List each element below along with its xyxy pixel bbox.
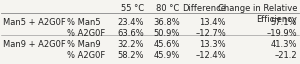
Text: –12.7%: –12.7% bbox=[195, 29, 226, 38]
Text: % A2G0F: % A2G0F bbox=[67, 29, 105, 38]
Text: 63.6%: 63.6% bbox=[117, 29, 144, 38]
Text: –21.2: –21.2 bbox=[274, 51, 297, 60]
Text: 36.8%: 36.8% bbox=[153, 18, 180, 27]
Text: 80 °C: 80 °C bbox=[157, 4, 180, 13]
Text: Man9 + A2G0F: Man9 + A2G0F bbox=[3, 40, 65, 49]
Text: % A2G0F: % A2G0F bbox=[67, 51, 105, 60]
Text: 55 °C: 55 °C bbox=[121, 4, 144, 13]
Text: % Man9: % Man9 bbox=[67, 40, 100, 49]
Text: Difference: Difference bbox=[182, 4, 226, 13]
Text: 58.2%: 58.2% bbox=[117, 51, 144, 60]
Text: Man5 + A2G0F: Man5 + A2G0F bbox=[3, 18, 65, 27]
Text: –12.4%: –12.4% bbox=[195, 51, 226, 60]
Text: 57.1%: 57.1% bbox=[271, 18, 297, 27]
Text: % Man5: % Man5 bbox=[67, 18, 100, 27]
Text: 23.4%: 23.4% bbox=[117, 18, 144, 27]
Text: 13.3%: 13.3% bbox=[200, 40, 226, 49]
Text: –19.9%: –19.9% bbox=[267, 29, 297, 38]
Text: 41.3%: 41.3% bbox=[271, 40, 297, 49]
Text: 45.9%: 45.9% bbox=[153, 51, 180, 60]
Text: 13.4%: 13.4% bbox=[200, 18, 226, 27]
Text: 32.2%: 32.2% bbox=[117, 40, 144, 49]
Text: Change in Relative
Efficiency: Change in Relative Efficiency bbox=[218, 4, 297, 24]
Text: 50.9%: 50.9% bbox=[153, 29, 180, 38]
Text: 45.6%: 45.6% bbox=[153, 40, 180, 49]
